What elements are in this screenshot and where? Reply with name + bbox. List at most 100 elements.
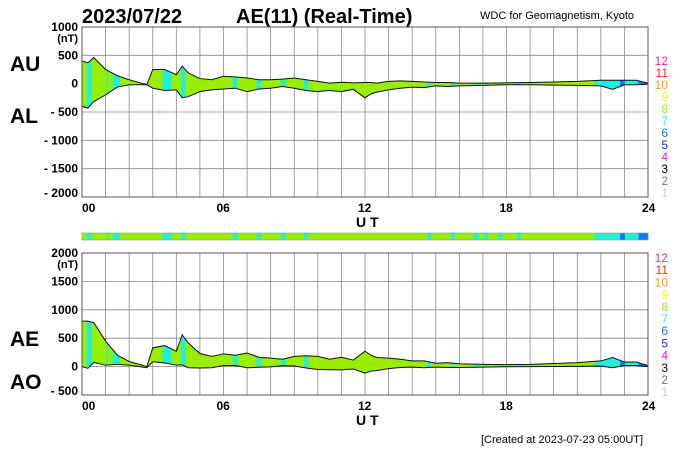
area-fill-segment — [450, 362, 456, 368]
x-tick-label: 00 — [82, 201, 96, 215]
station-count-legend-item: 7 — [661, 114, 668, 128]
au-al-plot: 1000 500 0 - 500 - 1000 - 1500 - 2000 (nT) 00 06 1… — [44, 20, 656, 215]
index-title: AE(11) (Real-Time) — [236, 6, 412, 28]
y-tick-label: 2000 — [51, 246, 78, 260]
area-fill-segment — [285, 355, 304, 368]
station-count-legend-item: 2 — [661, 174, 668, 188]
y-tick-label: - 1500 — [44, 162, 78, 176]
area-fill-segment — [171, 67, 182, 97]
area-fill-segment — [624, 80, 639, 85]
area-fill-segment — [256, 356, 262, 368]
station-count-segment — [521, 233, 596, 240]
area-fill-segment — [237, 77, 257, 92]
area-fill-segment — [112, 349, 121, 365]
station-count-segment — [256, 233, 262, 240]
x-tick-label: 12 — [358, 399, 372, 413]
station-count-legend-item: 11 — [656, 263, 669, 277]
lower-series-line — [81, 83, 649, 109]
area-fill-segment — [232, 354, 238, 366]
y-tick-label: - 2000 — [44, 186, 78, 200]
station-count-segment — [517, 233, 522, 240]
area-fill-segment — [478, 364, 484, 368]
station-count-legend-item: 4 — [661, 150, 668, 164]
plot-frame — [81, 26, 649, 198]
station-count-legend-item: 1 — [661, 186, 668, 200]
station-count-segment — [473, 233, 480, 240]
date-title: 2023/07/22 — [82, 6, 182, 28]
y-tick-label: 500 — [58, 48, 78, 62]
area-fill-segment — [86, 321, 92, 369]
station-count-legend-item: 3 — [661, 162, 668, 176]
station-count-segment — [82, 233, 88, 240]
area-fill-segment — [86, 59, 92, 109]
station-count-strip — [81, 232, 649, 241]
station-count-legend-item: 9 — [661, 90, 668, 104]
x-tick-label: 12 — [358, 201, 372, 215]
x-tick-label: 24 — [642, 201, 656, 215]
x-tick-label: 00 — [82, 399, 96, 413]
area-fill-segment — [303, 79, 309, 91]
station-count-segment — [86, 233, 92, 240]
area-fill-segment — [261, 79, 282, 89]
station-count-segment — [308, 233, 428, 240]
station-count-legend-item: 10 — [655, 78, 669, 92]
area-fill-segment — [232, 76, 238, 89]
area-fill-segment — [517, 364, 522, 367]
created-timestamp: [Created at 2023-07-23 05:00UT] — [481, 434, 643, 446]
ao-label: AO — [10, 371, 42, 394]
area-fill-segment — [119, 69, 163, 91]
area-fill-segment — [488, 364, 499, 368]
x-tick-label: 06 — [217, 399, 231, 413]
station-count-legend-item: 12 — [655, 54, 669, 68]
y-tick-label: 1000 — [51, 303, 78, 317]
area-fill-segment — [106, 70, 109, 95]
area-fill-segment — [624, 362, 639, 366]
station-count-segment — [488, 233, 499, 240]
station-count-segment — [431, 233, 452, 240]
station-count-segment — [450, 233, 456, 240]
area-fill-segment — [108, 70, 114, 94]
station-count-legend-item: 1 — [661, 385, 668, 399]
x-tick-label: 06 — [217, 201, 231, 215]
area-fill-segment — [517, 82, 522, 85]
area-fill-segment — [237, 352, 257, 368]
area-fill-segment — [473, 364, 480, 368]
station-count-segment — [594, 233, 621, 240]
unit-label: (nT) — [57, 33, 78, 45]
upper-series-line — [82, 320, 649, 368]
area-fill-segment — [181, 334, 187, 367]
area-fill-segment — [181, 66, 187, 98]
al-label: AL — [10, 105, 38, 128]
ae-ao-plot: 2000 1500 1000 500 0 - 500 (nT) 00 06 12 18 24 — [51, 246, 656, 413]
area-fill-segment — [162, 345, 172, 365]
area-fill-segment — [308, 80, 428, 98]
area-fill-segment — [162, 69, 172, 91]
station-count-segment — [455, 233, 474, 240]
x-tick-label: 24 — [642, 399, 656, 413]
station-count-segment — [119, 233, 163, 240]
station-count-legend-item: 8 — [661, 300, 668, 314]
station-count-legend-item: 6 — [661, 324, 668, 338]
area-fill-segment — [82, 321, 88, 369]
station-count-segment — [106, 233, 109, 240]
station-count-segment — [502, 233, 518, 240]
x-tick-label: 18 — [500, 201, 514, 215]
station-count-segment — [185, 233, 234, 240]
strip-frame — [81, 232, 649, 241]
area-fill-segment — [427, 361, 432, 368]
ae-label: AE — [10, 328, 39, 351]
area-fill-segment — [473, 83, 480, 86]
source-label: WDC for Geomagnetism, Kyoto — [480, 10, 634, 22]
x-tick-label: 18 — [500, 399, 514, 413]
station-count-segment — [638, 233, 649, 240]
y-tick-label: 0 — [71, 360, 78, 374]
station-count-legend-item: 4 — [661, 349, 668, 363]
station-count-segment — [497, 233, 504, 240]
area-fill-segment — [280, 358, 286, 366]
station-count-legend-item: 5 — [661, 138, 668, 152]
station-count-legend-item: 5 — [661, 336, 668, 350]
station-count-segment — [108, 233, 114, 240]
au-label: AU — [10, 53, 40, 76]
